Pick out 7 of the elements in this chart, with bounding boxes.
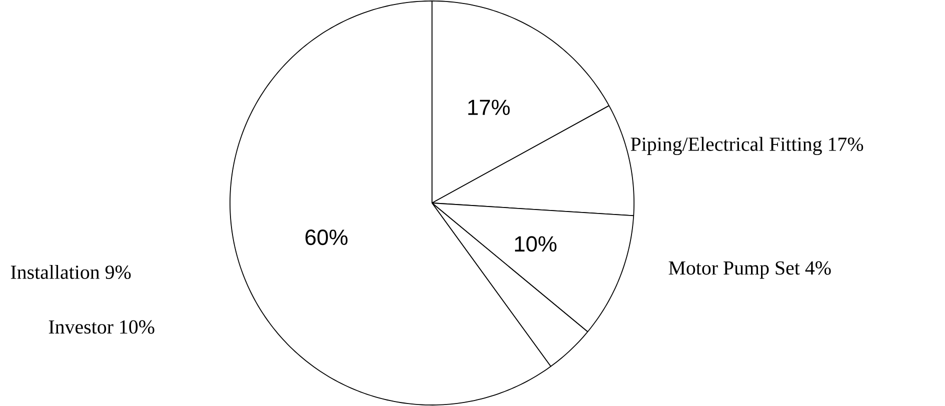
text: Installation 9%	[10, 264, 131, 280]
text: Piping/Electrical Fitting 17%	[630, 136, 864, 156]
data-label: 60%	[306, 230, 348, 246]
data-label: 10%	[515, 236, 556, 252]
text: Investor 10%	[48, 320, 154, 334]
text: Motor Pump Set 4%	[668, 261, 831, 279]
data-label: 17%	[468, 100, 510, 116]
